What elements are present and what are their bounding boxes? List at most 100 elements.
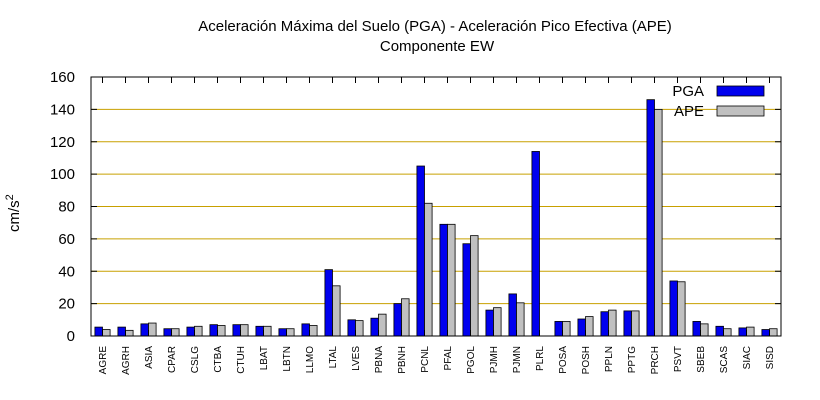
bar-ape-posa — [562, 321, 571, 337]
y-tick-label: 120 — [50, 134, 75, 151]
bar-pga-ltal — [324, 269, 333, 337]
bar-ape-sisd — [769, 328, 778, 337]
bar-pga-sisd — [761, 329, 770, 337]
x-tick-label: CSLG — [190, 346, 201, 373]
bar-pga-pgol — [462, 243, 471, 337]
y-axis-label: cm/s2 — [4, 194, 23, 232]
legend-label-pga: PGA — [672, 83, 704, 100]
bar-pga-pjmn — [508, 293, 517, 337]
legend: PGA APE — [672, 83, 765, 120]
x-tick-label: SISD — [765, 346, 776, 369]
x-tick-label: SCAS — [719, 346, 730, 374]
x-tick-label: POSA — [558, 346, 569, 374]
bar-pga-cslg — [186, 326, 195, 337]
bar-pga-pcnl — [416, 165, 425, 337]
x-tick-label: CPAR — [167, 346, 178, 373]
bar-ape-pbnh — [401, 298, 410, 337]
bar-ape-pptg — [631, 310, 640, 337]
bar-ape-asia — [148, 322, 157, 337]
x-tick-label: CTUH — [236, 346, 247, 374]
bar-pga-pptg — [623, 310, 632, 337]
bar-pga-pfal — [439, 223, 448, 337]
x-tick-label: PGOL — [466, 346, 477, 374]
bar-pga-posh — [577, 318, 586, 337]
y-tick-label: 20 — [58, 296, 75, 313]
bar-ape-lves — [355, 320, 364, 337]
y-tick-label: 80 — [58, 199, 75, 216]
bar-pga-ctba — [209, 324, 218, 337]
bar-ape-posh — [585, 316, 594, 337]
x-tick-label: PPLN — [604, 346, 615, 372]
x-tick-label: PBNA — [374, 346, 385, 374]
bar-ape-pjmh — [493, 307, 502, 337]
y-tick-label: 140 — [50, 101, 75, 118]
bar-pga-agre — [94, 326, 103, 337]
bar-ape-ltal — [332, 285, 341, 337]
bar-ape-prch — [654, 108, 663, 337]
y-axis-label-main: cm/s — [6, 200, 23, 232]
chart-title: Aceleración Máxima del Suelo (PGA) - Ace… — [198, 18, 672, 35]
bar-pga-siac — [738, 327, 747, 337]
bar-ape-psvt — [677, 281, 686, 337]
bar-pga-cpar — [163, 328, 172, 337]
bar-pga-lbat — [255, 325, 264, 337]
x-tick-label: SIAC — [742, 346, 753, 369]
x-tick-label: LBTN — [282, 346, 293, 372]
bar-pga-ppln — [600, 311, 609, 337]
x-tick-label: PBNH — [397, 346, 408, 374]
gridlines — [91, 108, 781, 305]
bar-ape-pfal — [447, 223, 456, 337]
bar-pga-agrh — [117, 326, 126, 337]
y-tick-label: 40 — [58, 263, 75, 280]
bar-pga-lves — [347, 319, 356, 337]
x-axis: AGRE AGRH ASIA CPAR CSLG CTBA CTUH LBAT LBTN LLMO… — [98, 77, 776, 375]
bar-ape-ppln — [608, 309, 617, 337]
bar-ape-pbna — [378, 313, 387, 337]
chart-subtitle: Componente EW — [380, 38, 495, 55]
y-tick-label: 0 — [67, 328, 75, 345]
x-tick-label: PCNL — [420, 346, 431, 373]
bar-ape-pgol — [470, 235, 479, 337]
legend-swatch-ape — [716, 105, 765, 117]
y-tick-label: 160 — [50, 69, 75, 86]
x-tick-label: LTAL — [328, 346, 339, 369]
bar-pga-scas — [715, 325, 724, 337]
bar-ape-cslg — [194, 325, 203, 337]
x-tick-label: CTBA — [213, 346, 224, 373]
bar-ape-sbeb — [700, 323, 709, 337]
x-tick-label: PSVT — [673, 346, 684, 372]
bar-pga-llmo — [301, 323, 310, 337]
legend-label-ape: APE — [674, 103, 704, 120]
x-tick-label: AGRE — [98, 346, 109, 375]
bar-ape-llmo — [309, 325, 318, 337]
bar-pga-posa — [554, 321, 563, 337]
x-tick-label: SBEB — [696, 346, 707, 373]
bar-ape-ctba — [217, 325, 226, 337]
x-tick-label: PPTG — [627, 346, 638, 373]
x-tick-label: PJMH — [489, 346, 500, 373]
bar-ape-scas — [723, 328, 732, 337]
x-tick-label: PFAL — [443, 346, 454, 371]
x-tick-label: LBAT — [259, 346, 270, 370]
bar-pga-pbnh — [393, 303, 402, 337]
y-axis: 0 20 40 60 80 100 120 140 160 — [50, 69, 781, 345]
bar-ape-pjmn — [516, 302, 525, 337]
bar-ape-siac — [746, 326, 755, 337]
bar-pga-pbna — [370, 317, 379, 337]
x-tick-label: AGRH — [121, 346, 132, 375]
bar-pga-psvt — [669, 280, 678, 337]
x-tick-label: ASIA — [144, 346, 155, 369]
bar-pga-lbtn — [278, 328, 287, 337]
bar-pga-ctuh — [232, 324, 241, 337]
legend-swatch-pga — [716, 85, 765, 97]
bar-ape-cpar — [171, 328, 180, 337]
bar-ape-ctuh — [240, 324, 249, 337]
bar-ape-agrh — [125, 329, 134, 337]
bars — [94, 99, 778, 337]
x-tick-label: PLRL — [535, 346, 546, 371]
x-tick-label: LLMO — [305, 346, 316, 373]
x-tick-label: POSH — [581, 346, 592, 374]
bar-ape-pcnl — [424, 202, 433, 337]
y-axis-label-exponent: 2 — [4, 194, 16, 200]
